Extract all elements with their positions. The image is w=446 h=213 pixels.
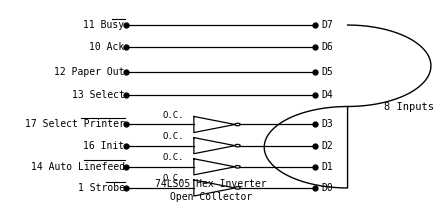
Text: 1 Strobe: 1 Strobe (78, 183, 124, 193)
Text: O.C.: O.C. (162, 111, 184, 120)
Text: D6: D6 (322, 42, 333, 52)
Text: 10 Ack: 10 Ack (89, 42, 124, 52)
Text: D2: D2 (322, 141, 333, 151)
Text: O.C.: O.C. (162, 153, 184, 162)
Text: Open Collector: Open Collector (170, 192, 252, 202)
Text: 8 Inputs: 8 Inputs (384, 102, 434, 111)
Text: D5: D5 (322, 67, 333, 77)
Text: O.C.: O.C. (162, 174, 184, 183)
Text: D3: D3 (322, 119, 333, 130)
Text: D7: D7 (322, 20, 333, 30)
Text: 17 Select Printer: 17 Select Printer (25, 119, 124, 130)
Text: 11 Busy: 11 Busy (83, 20, 124, 30)
Text: D1: D1 (322, 162, 333, 172)
Text: D4: D4 (322, 90, 333, 100)
Text: 16 Init: 16 Init (83, 141, 124, 151)
Text: 14 Auto Linefeed: 14 Auto Linefeed (31, 162, 124, 172)
Text: 74LS05 Hex Inverter: 74LS05 Hex Inverter (155, 179, 267, 189)
Text: D0: D0 (322, 183, 333, 193)
Text: 12 Paper Out: 12 Paper Out (54, 67, 124, 77)
Text: O.C.: O.C. (162, 132, 184, 141)
Text: 13 Select: 13 Select (72, 90, 124, 100)
